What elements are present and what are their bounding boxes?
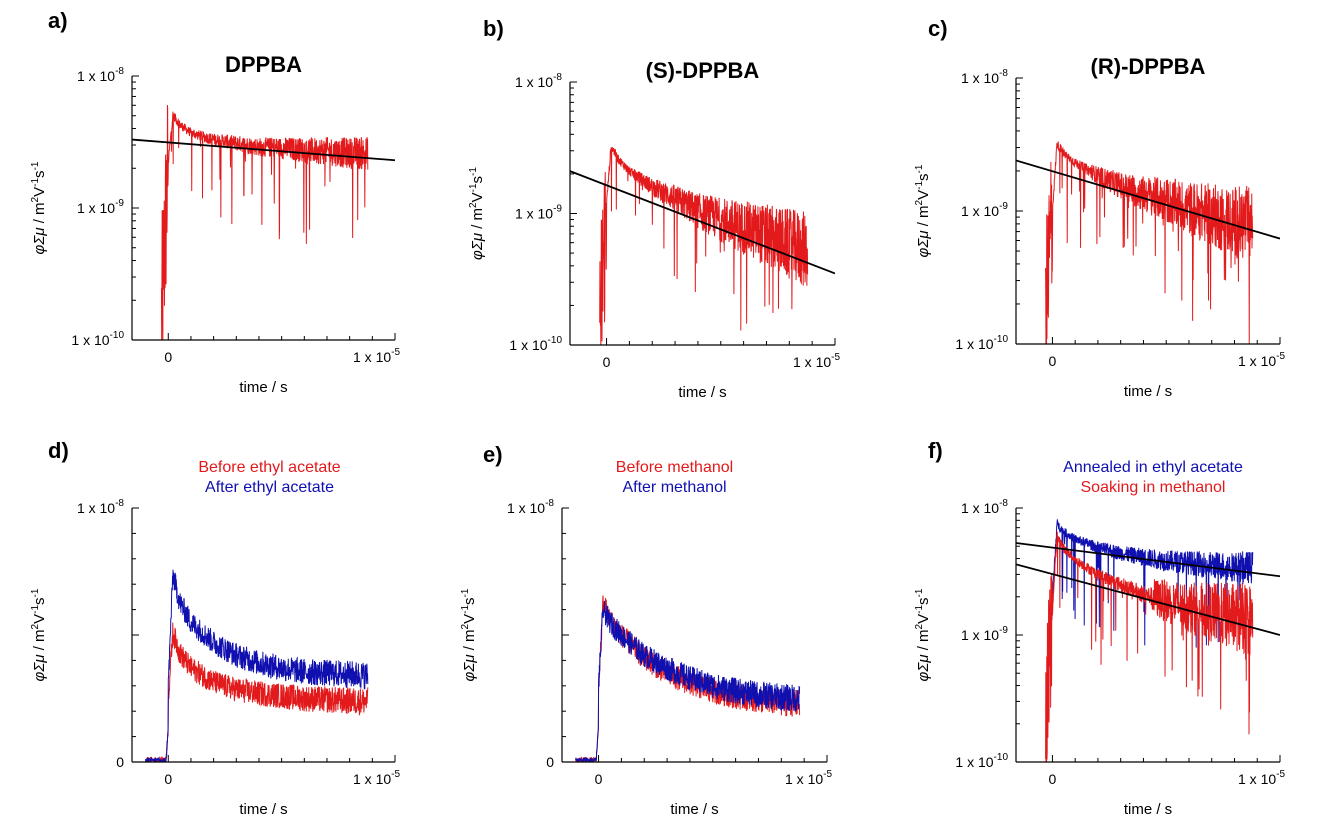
y-tick-label: 1 x 10-9 [77,198,124,216]
y-tick-label: 1 x 10-8 [77,66,124,84]
series-trace-red [599,146,809,345]
plot-area [1016,518,1280,762]
series-trace-red [160,104,369,340]
y-tick-label: 1 x 10-10 [955,752,1008,770]
plot-area [570,146,835,345]
panel-title: DPPBA [225,52,302,77]
series-trace-red [1045,141,1254,344]
y-axis-label: φΣμ / m2V-1s-1 [30,161,48,254]
y-tick-label: 1 x 10-8 [961,498,1008,516]
x-axis-label: time / s [678,384,726,401]
plot-area [145,569,369,762]
y-tick-label: 0 [116,754,124,770]
x-tick-label: 1 x 10-5 [1238,769,1285,787]
y-axis-label: φΣμ / m2V-1s-1 [914,588,932,681]
y-tick-label: 1 x 10-9 [961,625,1008,643]
panel-2: b) (S)-DPPBA 0 1 x 10-5 1 x 10-8 1 x 10-9 1 x … [468,16,840,401]
y-axis-label: φΣμ / m2V-1s-1 [914,164,932,257]
plot-area [575,595,801,762]
y-axis-label: φΣμ / m2V-1s-1 [468,167,486,260]
panel-5: e) 0 1 x 10-5 1 x 10-8 0 time / s φΣμ / m2V-1s… [460,442,832,818]
y-tick-label: 0 [546,754,554,770]
y-tick-label: 1 x 10-8 [515,72,562,90]
panel-title: (S)-DPPBA [646,58,760,83]
x-tick-label: 1 x 10-5 [1238,351,1285,369]
fit-line [1016,563,1280,636]
legend-entry: Annealed in ethyl acetate [1063,459,1243,476]
panel-label: b) [483,16,504,41]
x-axis-label: time / s [239,801,287,818]
x-tick-label: 1 x 10-5 [353,347,400,365]
plot-area [132,104,395,340]
panel-label: f) [928,438,943,463]
panel-6: f) 0 1 x 10-5 1 x 10-8 1 x 10-9 1 x 10-10 time… [914,438,1285,818]
panel-label: d) [48,438,69,463]
x-tick-label: 1 x 10-5 [785,769,832,787]
y-tick-label: 1 x 10-10 [509,335,562,353]
fit-line [570,170,835,275]
series-trace-before-ethyl-acetate [145,622,369,762]
panel-label: a) [48,8,68,33]
y-tick-label: 1 x 10-8 [961,68,1008,86]
x-tick-label: 0 [595,771,603,787]
x-tick-label: 0 [1049,771,1057,787]
series-trace-after-methanol [575,600,801,762]
y-tick-label: 1 x 10-9 [961,201,1008,219]
fit-line [132,138,395,162]
x-tick-label: 0 [164,771,172,787]
panel-label: c) [928,16,948,41]
series-trace-after-ethyl-acetate [145,569,369,762]
x-tick-label: 0 [1049,353,1057,369]
x-tick-label: 0 [603,354,611,370]
y-axis-label: φΣμ / m2V-1s-1 [460,588,478,681]
legend-entry: Before methanol [616,459,733,476]
y-axis-label: φΣμ / m2V-1s-1 [30,588,48,681]
legend-entry: After ethyl acetate [205,479,334,496]
x-axis-label: time / s [1124,801,1172,818]
legend-entry: Before ethyl acetate [198,459,340,476]
panel-title: (R)-DPPBA [1091,54,1206,79]
legend-entry: Soaking in methanol [1081,479,1226,496]
y-tick-label: 1 x 10-8 [77,498,124,516]
fit-line [1016,542,1280,578]
fit-line [1016,159,1280,240]
x-tick-label: 1 x 10-5 [353,769,400,787]
panel-4: d) 0 1 x 10-5 1 x 10-8 0 time / s φΣμ / m2V-1s… [30,438,400,818]
plot-area [1016,141,1280,344]
x-axis-label: time / s [239,379,287,396]
y-tick-label: 1 x 10-10 [71,330,124,348]
panel-1: a) DPPBA 0 1 x 10-5 1 x 10-8 1 x 10-9 1 x 10-1… [30,8,400,396]
panel-3: c) (R)-DPPBA 0 1 x 10-5 1 x 10-8 1 x 10-9 1 x … [914,16,1285,400]
x-tick-label: 1 x 10-5 [793,352,840,370]
series-trace-annealed-in-ethyl-acetate [1051,518,1254,648]
y-tick-label: 1 x 10-10 [955,334,1008,352]
legend-entry: After methanol [622,479,726,496]
panel-label: e) [483,442,503,467]
y-tick-label: 1 x 10-8 [507,498,554,516]
x-axis-label: time / s [670,801,718,818]
y-tick-label: 1 x 10-9 [515,204,562,222]
x-axis-label: time / s [1124,383,1172,400]
x-tick-label: 0 [164,349,172,365]
